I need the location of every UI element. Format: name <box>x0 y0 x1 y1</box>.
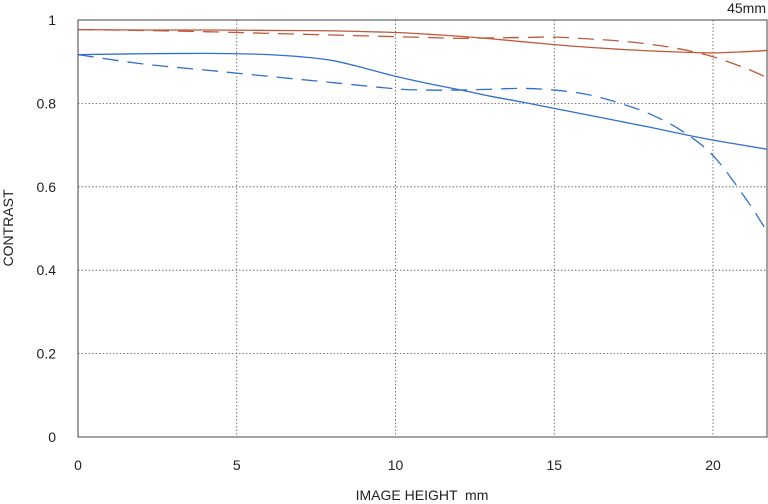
x-tick-label: 5 <box>233 457 241 473</box>
y-tick-label: 0.4 <box>37 262 57 278</box>
y-tick-labels: 0 0.2 0.4 0.6 0.8 1 <box>37 12 57 445</box>
y-axis-title: CONTRAST <box>0 189 16 266</box>
y-tick-label: 0.8 <box>37 95 57 111</box>
x-axis-title: IMAGE HEIGHT mm <box>356 487 489 503</box>
series-line-2 <box>77 28 768 79</box>
x-tick-label: 15 <box>546 457 562 473</box>
series-line-4 <box>77 53 768 232</box>
y-tick-label: 1 <box>48 12 56 28</box>
x-tick-label: 20 <box>705 457 721 473</box>
y-tick-label: 0.2 <box>37 346 57 362</box>
grid-layer <box>78 20 767 437</box>
x-tick-labels: 0 5 10 15 20 <box>74 457 721 473</box>
y-tick-label: 0.6 <box>37 179 57 195</box>
plot-frame <box>77 19 768 438</box>
chart-title: 45mm <box>727 0 766 16</box>
series-line-1 <box>77 28 768 54</box>
x-tick-label: 10 <box>388 457 404 473</box>
series-layer <box>77 28 768 232</box>
y-tick-label: 0 <box>48 429 56 445</box>
x-tick-label: 0 <box>74 457 82 473</box>
